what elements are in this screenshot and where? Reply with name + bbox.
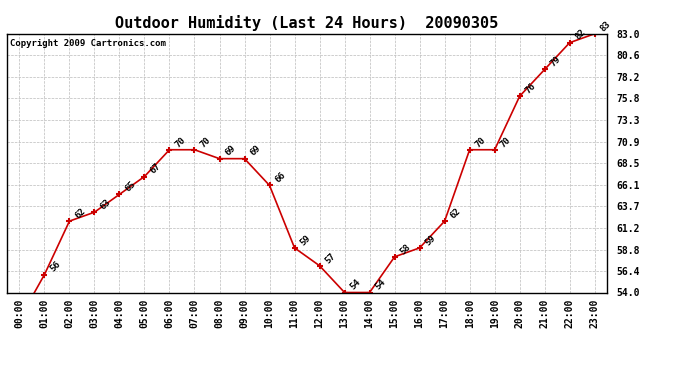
Text: 69: 69 — [248, 144, 263, 158]
Text: 70: 70 — [174, 135, 188, 149]
Text: 82: 82 — [574, 28, 588, 42]
Text: 51: 51 — [0, 374, 1, 375]
Text: 66: 66 — [274, 171, 288, 184]
Text: 54: 54 — [374, 278, 388, 292]
Text: 69: 69 — [224, 144, 237, 158]
Text: 63: 63 — [99, 198, 112, 211]
Text: 79: 79 — [549, 55, 563, 69]
Text: 70: 70 — [499, 135, 513, 149]
Text: 67: 67 — [148, 162, 163, 176]
Text: 54: 54 — [348, 278, 363, 292]
Text: 59: 59 — [424, 233, 437, 247]
Text: 57: 57 — [324, 251, 337, 265]
Text: 76: 76 — [524, 81, 538, 95]
Text: Copyright 2009 Cartronics.com: Copyright 2009 Cartronics.com — [10, 39, 166, 48]
Text: 59: 59 — [299, 233, 313, 247]
Text: 70: 70 — [474, 135, 488, 149]
Text: 70: 70 — [199, 135, 213, 149]
Text: 56: 56 — [48, 260, 63, 274]
Text: 62: 62 — [74, 206, 88, 220]
Text: 65: 65 — [124, 180, 137, 194]
Title: Outdoor Humidity (Last 24 Hours)  20090305: Outdoor Humidity (Last 24 Hours) 2009030… — [115, 15, 499, 31]
Text: 62: 62 — [448, 206, 463, 220]
Text: 58: 58 — [399, 242, 413, 256]
Text: 83: 83 — [599, 19, 613, 33]
